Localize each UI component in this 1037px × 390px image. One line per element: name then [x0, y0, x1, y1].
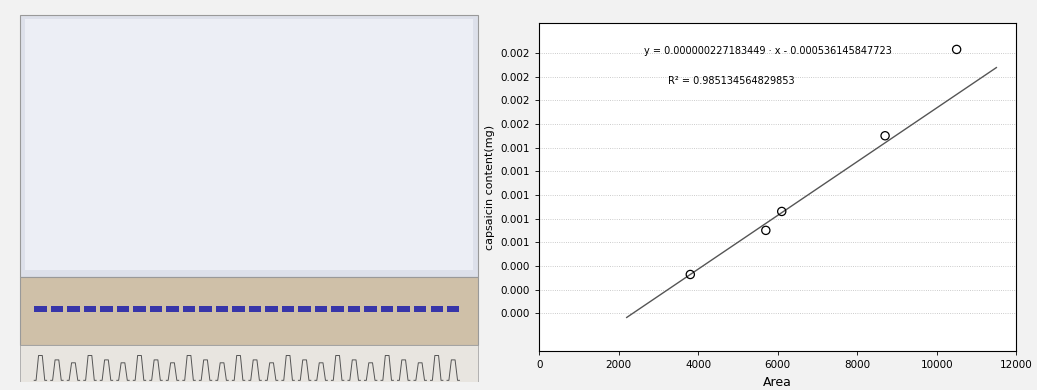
Bar: [249, 306, 261, 312]
Bar: [166, 306, 178, 312]
Bar: [84, 306, 96, 312]
Bar: [430, 306, 443, 312]
Bar: [25, 19, 473, 270]
Bar: [67, 306, 80, 312]
Bar: [101, 306, 113, 312]
Bar: [447, 306, 459, 312]
Bar: [299, 306, 311, 312]
X-axis label: Area: Area: [763, 376, 792, 388]
Bar: [332, 306, 344, 312]
Bar: [199, 306, 212, 312]
Point: [774, 208, 790, 215]
Bar: [149, 306, 162, 312]
Bar: [134, 306, 145, 312]
Bar: [216, 306, 228, 312]
Bar: [20, 15, 478, 277]
Point: [877, 133, 894, 139]
Y-axis label: capsaicin content(mg): capsaicin content(mg): [485, 125, 495, 250]
Bar: [348, 306, 360, 312]
Point: [682, 271, 699, 278]
Bar: [232, 306, 245, 312]
Bar: [20, 345, 478, 382]
Bar: [265, 306, 278, 312]
Bar: [34, 306, 47, 312]
Bar: [364, 306, 376, 312]
Bar: [51, 306, 63, 312]
Bar: [315, 306, 328, 312]
Point: [757, 227, 774, 234]
Bar: [381, 306, 393, 312]
Bar: [397, 306, 410, 312]
Bar: [282, 306, 295, 312]
Text: y = 0.000000227183449 · x - 0.000536145847723: y = 0.000000227183449 · x - 0.0005361458…: [644, 46, 892, 56]
Bar: [414, 306, 426, 312]
Bar: [117, 306, 130, 312]
Bar: [20, 277, 478, 345]
Point: [948, 46, 964, 53]
Text: R² = 0.985134564829853: R² = 0.985134564829853: [668, 76, 794, 86]
Bar: [183, 306, 195, 312]
